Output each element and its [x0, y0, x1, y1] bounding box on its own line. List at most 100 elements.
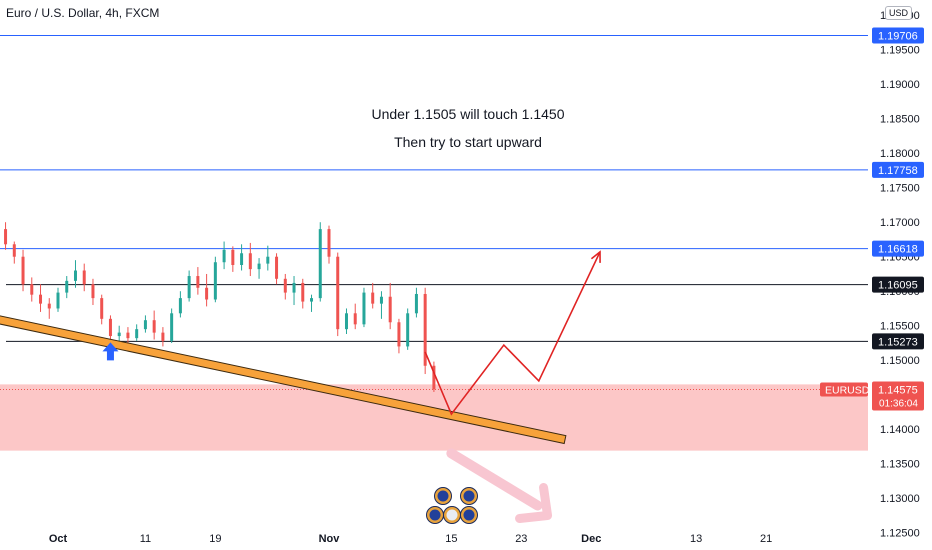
candle[interactable] — [319, 222, 322, 301]
candle[interactable] — [397, 319, 400, 354]
candle[interactable] — [354, 304, 357, 330]
candle[interactable] — [371, 283, 374, 309]
candle-body — [196, 276, 199, 288]
candle[interactable] — [389, 283, 392, 329]
candle[interactable] — [231, 246, 234, 272]
candle[interactable] — [328, 226, 331, 264]
candle[interactable] — [100, 295, 103, 325]
candle[interactable] — [74, 260, 77, 288]
candle[interactable] — [135, 324, 138, 341]
candle-body — [144, 320, 147, 329]
candle[interactable] — [301, 279, 304, 309]
candle-body — [57, 293, 60, 309]
symbol-price-tag[interactable]: EURUSD — [820, 383, 870, 397]
candle[interactable] — [380, 291, 383, 319]
price-axis[interactable]: 1.200001.195001.190001.185001.180001.175… — [820, 10, 924, 540]
price-level-label[interactable]: 1.17758 — [872, 162, 924, 178]
candle-body — [179, 298, 182, 313]
candle-body — [214, 262, 217, 299]
price-level-label[interactable]: 1.15273 — [872, 333, 924, 349]
candle[interactable] — [48, 298, 51, 319]
candle[interactable] — [188, 271, 191, 302]
candle-body — [153, 320, 156, 332]
candle-body — [362, 293, 365, 325]
price-level-label[interactable]: 1.16618 — [872, 241, 924, 257]
candle[interactable] — [153, 311, 156, 340]
candle[interactable] — [13, 242, 16, 264]
candle-body — [83, 271, 86, 285]
annotation-line-1[interactable]: Under 1.1505 will touch 1.1450 — [300, 106, 636, 122]
coin-face-icon — [464, 491, 475, 502]
candle[interactable] — [284, 274, 287, 300]
price-level-lines-layer — [0, 35, 868, 341]
candle[interactable] — [205, 274, 208, 306]
candle[interactable] — [4, 222, 7, 250]
candle-body — [74, 271, 77, 281]
candle-body — [249, 253, 252, 269]
candle-body — [275, 257, 278, 279]
candle[interactable] — [30, 277, 33, 301]
candle-body — [310, 298, 313, 301]
candle-body — [91, 284, 94, 298]
candle[interactable] — [293, 276, 296, 305]
candle[interactable] — [406, 308, 409, 349]
candle-body — [188, 276, 191, 298]
time-tick-label: 15 — [445, 533, 457, 545]
price-level-label-text: 1.19706 — [878, 30, 918, 42]
candle[interactable] — [144, 315, 147, 332]
candle[interactable] — [126, 327, 129, 343]
price-tick-label: 1.19000 — [880, 79, 920, 91]
candle[interactable] — [223, 242, 226, 270]
price-tick-label: 1.13500 — [880, 459, 920, 471]
price-tick-label: 1.18000 — [880, 148, 920, 160]
candle[interactable] — [336, 253, 339, 337]
annotation-line-2[interactable]: Then try to start upward — [300, 134, 636, 150]
watermark-logo — [427, 488, 478, 524]
price-level-label[interactable]: 1.19706 — [872, 27, 924, 43]
currency-badge[interactable]: USD — [885, 6, 912, 20]
candle[interactable] — [249, 243, 252, 276]
candle[interactable] — [424, 288, 427, 374]
coin-face-icon — [447, 510, 458, 521]
candle[interactable] — [179, 291, 182, 317]
candle[interactable] — [39, 284, 42, 312]
last-price-label[interactable]: 1.14575 01:36:04 — [872, 382, 924, 411]
candle[interactable] — [214, 257, 217, 303]
price-level-label[interactable]: 1.16095 — [872, 277, 924, 293]
candle[interactable] — [345, 308, 348, 334]
price-tick-label: 1.15000 — [880, 355, 920, 367]
price-tick-label: 1.13000 — [880, 493, 920, 505]
price-tick-label: 1.15500 — [880, 321, 920, 333]
candle[interactable] — [91, 279, 94, 305]
candle[interactable] — [415, 288, 418, 318]
price-tick-label: 1.17500 — [880, 183, 920, 195]
candle-body — [170, 313, 173, 341]
candle[interactable] — [310, 295, 313, 312]
candle-body — [223, 250, 226, 262]
time-axis[interactable]: Oct 11 19 Nov 15 23 Dec 13 21 — [49, 533, 772, 545]
candle[interactable] — [266, 246, 269, 271]
support-zone[interactable] — [0, 384, 868, 450]
candle-body — [13, 244, 16, 256]
candle[interactable] — [196, 267, 199, 295]
candle[interactable] — [362, 288, 365, 327]
candle-body — [328, 229, 331, 257]
candle[interactable] — [170, 308, 173, 343]
candle-body — [415, 294, 418, 313]
candle[interactable] — [161, 327, 164, 346]
candle-body — [380, 297, 383, 304]
countdown-timer: 01:36:04 — [879, 399, 918, 410]
candle[interactable] — [258, 258, 261, 279]
candle[interactable] — [109, 315, 112, 341]
candle[interactable] — [83, 264, 86, 292]
price-level-label-text: 1.16618 — [878, 244, 918, 256]
candle[interactable] — [275, 253, 278, 284]
last-price-value: 1.14575 — [878, 385, 918, 397]
price-tick-label: 1.18500 — [880, 114, 920, 126]
time-tick-label: Nov — [319, 533, 341, 545]
candle[interactable] — [57, 288, 60, 312]
candle[interactable] — [65, 276, 68, 298]
candle-body — [109, 319, 112, 336]
coin-face-icon — [430, 510, 441, 521]
